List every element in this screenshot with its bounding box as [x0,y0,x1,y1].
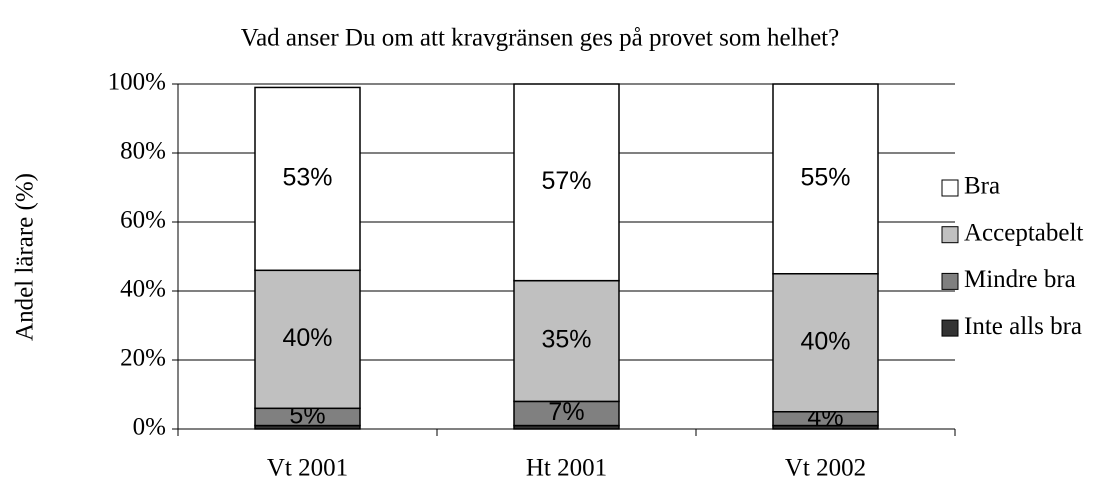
legend-label: Mindre bra [964,266,1076,293]
value-label: 35% [541,326,591,354]
bar-segment [513,279,620,403]
y-tick-label: 40% [120,276,166,303]
value-label: 40% [282,324,332,352]
x-tick-label: Ht 2001 [526,455,607,482]
legend-label: Bra [964,173,1000,200]
value-label: 55% [800,163,850,191]
x-tick-label: Vt 2002 [785,455,866,482]
value-label: 57% [541,167,591,195]
y-axis-label: Andel lärare (%) [12,173,39,341]
y-tick-label: 100% [108,69,166,96]
legend-swatch [941,179,959,197]
value-label: 7% [548,398,584,426]
bar-segment [772,273,879,413]
bar-segment [772,83,879,275]
bar-segment [254,86,361,272]
y-tick-label: 80% [120,138,166,165]
value-label: 40% [800,327,850,355]
x-tick-label: Vt 2001 [267,455,348,482]
legend-label: Acceptabelt [964,219,1083,246]
legend-label: Inte alls bra [964,313,1082,340]
bar-segment [513,400,620,427]
bar-segment [513,83,620,282]
bar-segment [254,269,361,410]
chart-title: Vad anser Du om att kravgränsen ges på p… [241,25,839,52]
legend-swatch [941,272,959,290]
legend-swatch [941,319,959,337]
y-tick-label: 0% [133,414,166,441]
value-label: 53% [282,163,332,191]
y-tick-label: 60% [120,207,166,234]
y-tick-label: 20% [120,345,166,372]
legend-swatch [941,226,959,244]
